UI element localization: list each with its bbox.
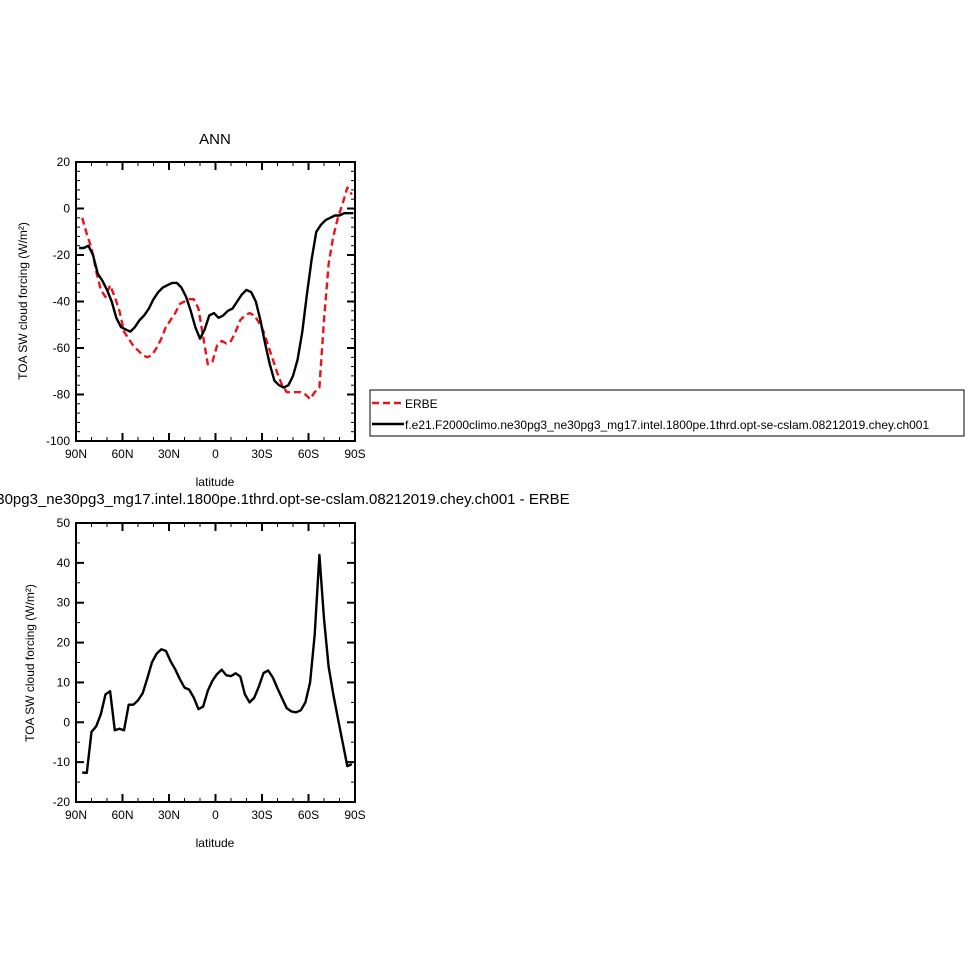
panel-top: ANN -100 -80 -60 -40 -20 0 20 90N 60N 30N 0 30S 60S 9… (16, 131, 366, 489)
panel-bottom-ylabel: TOA SW cloud forcing (W/m²) (23, 584, 37, 742)
series-line (79, 211, 354, 389)
y-tick-label: 20 (57, 636, 71, 650)
plot-frame (75, 161, 356, 442)
panel-bottom: f.e21.F2000climo.ne30pg3_ne30pg3_mg17.in… (0, 491, 570, 850)
legend: ERBE f.e21.F2000climo.ne30pg3_ne30pg3_mg… (369, 389, 965, 437)
series-line (81, 186, 353, 401)
panel-top-plot-area: -100 -80 -60 -40 -20 0 20 90N 60N 30N 0 30S 60S 90S (46, 155, 366, 461)
legend-label-model: f.e21.F2000climo.ne30pg3_ne30pg3_mg17.in… (405, 418, 929, 432)
y-tick-label: -20 (53, 248, 71, 262)
y-tick-label: 0 (63, 202, 70, 216)
y-tick-label: 20 (57, 155, 71, 169)
x-tick-label: 90S (344, 447, 365, 461)
y-tick-label: -40 (53, 295, 71, 309)
x-tick-label: 60S (298, 808, 319, 822)
legend-box (369, 389, 965, 437)
panel-bottom-plot-area: -20 -10 0 10 20 30 40 50 90N 60N 30N 0 30S 60S 90S (53, 516, 366, 822)
x-tick-label: 90N (65, 447, 87, 461)
x-tick-label: 30N (158, 808, 180, 822)
y-tick-label: -100 (46, 434, 70, 448)
panel-top-title: ANN (199, 131, 231, 148)
y-tick-label: 50 (57, 516, 71, 530)
x-tick-label: 30N (158, 447, 180, 461)
panel-top-xlabel: latitude (196, 475, 235, 489)
y-tick-label: -20 (53, 795, 71, 809)
x-tick-label: 0 (212, 808, 219, 822)
x-tick-label: 60S (298, 447, 319, 461)
panel-bottom-title: f.e21.F2000climo.ne30pg3_ne30pg3_mg17.in… (0, 491, 570, 508)
x-tick-label: 90S (344, 808, 365, 822)
panel-bottom-xlabel: latitude (196, 836, 235, 850)
plot-frame (75, 522, 356, 803)
x-tick-label: 30S (251, 808, 272, 822)
x-tick-label: 30S (251, 447, 272, 461)
x-tick-label: 60N (111, 447, 133, 461)
y-tick-label: 40 (57, 556, 71, 570)
x-tick-label: 0 (212, 447, 219, 461)
y-tick-label: 30 (57, 596, 71, 610)
y-tick-label: 10 (57, 675, 71, 689)
y-tick-label: -60 (53, 341, 71, 355)
x-tick-label: 90N (65, 808, 87, 822)
y-tick-label: -10 (53, 755, 71, 769)
series-line (82, 553, 353, 775)
y-tick-label: -80 (53, 388, 71, 402)
x-tick-label: 60N (111, 808, 133, 822)
y-tick-label: 0 (63, 715, 70, 729)
legend-label-erbe: ERBE (405, 397, 438, 411)
panel-top-ylabel: TOA SW cloud forcing (W/m²) (16, 222, 30, 380)
